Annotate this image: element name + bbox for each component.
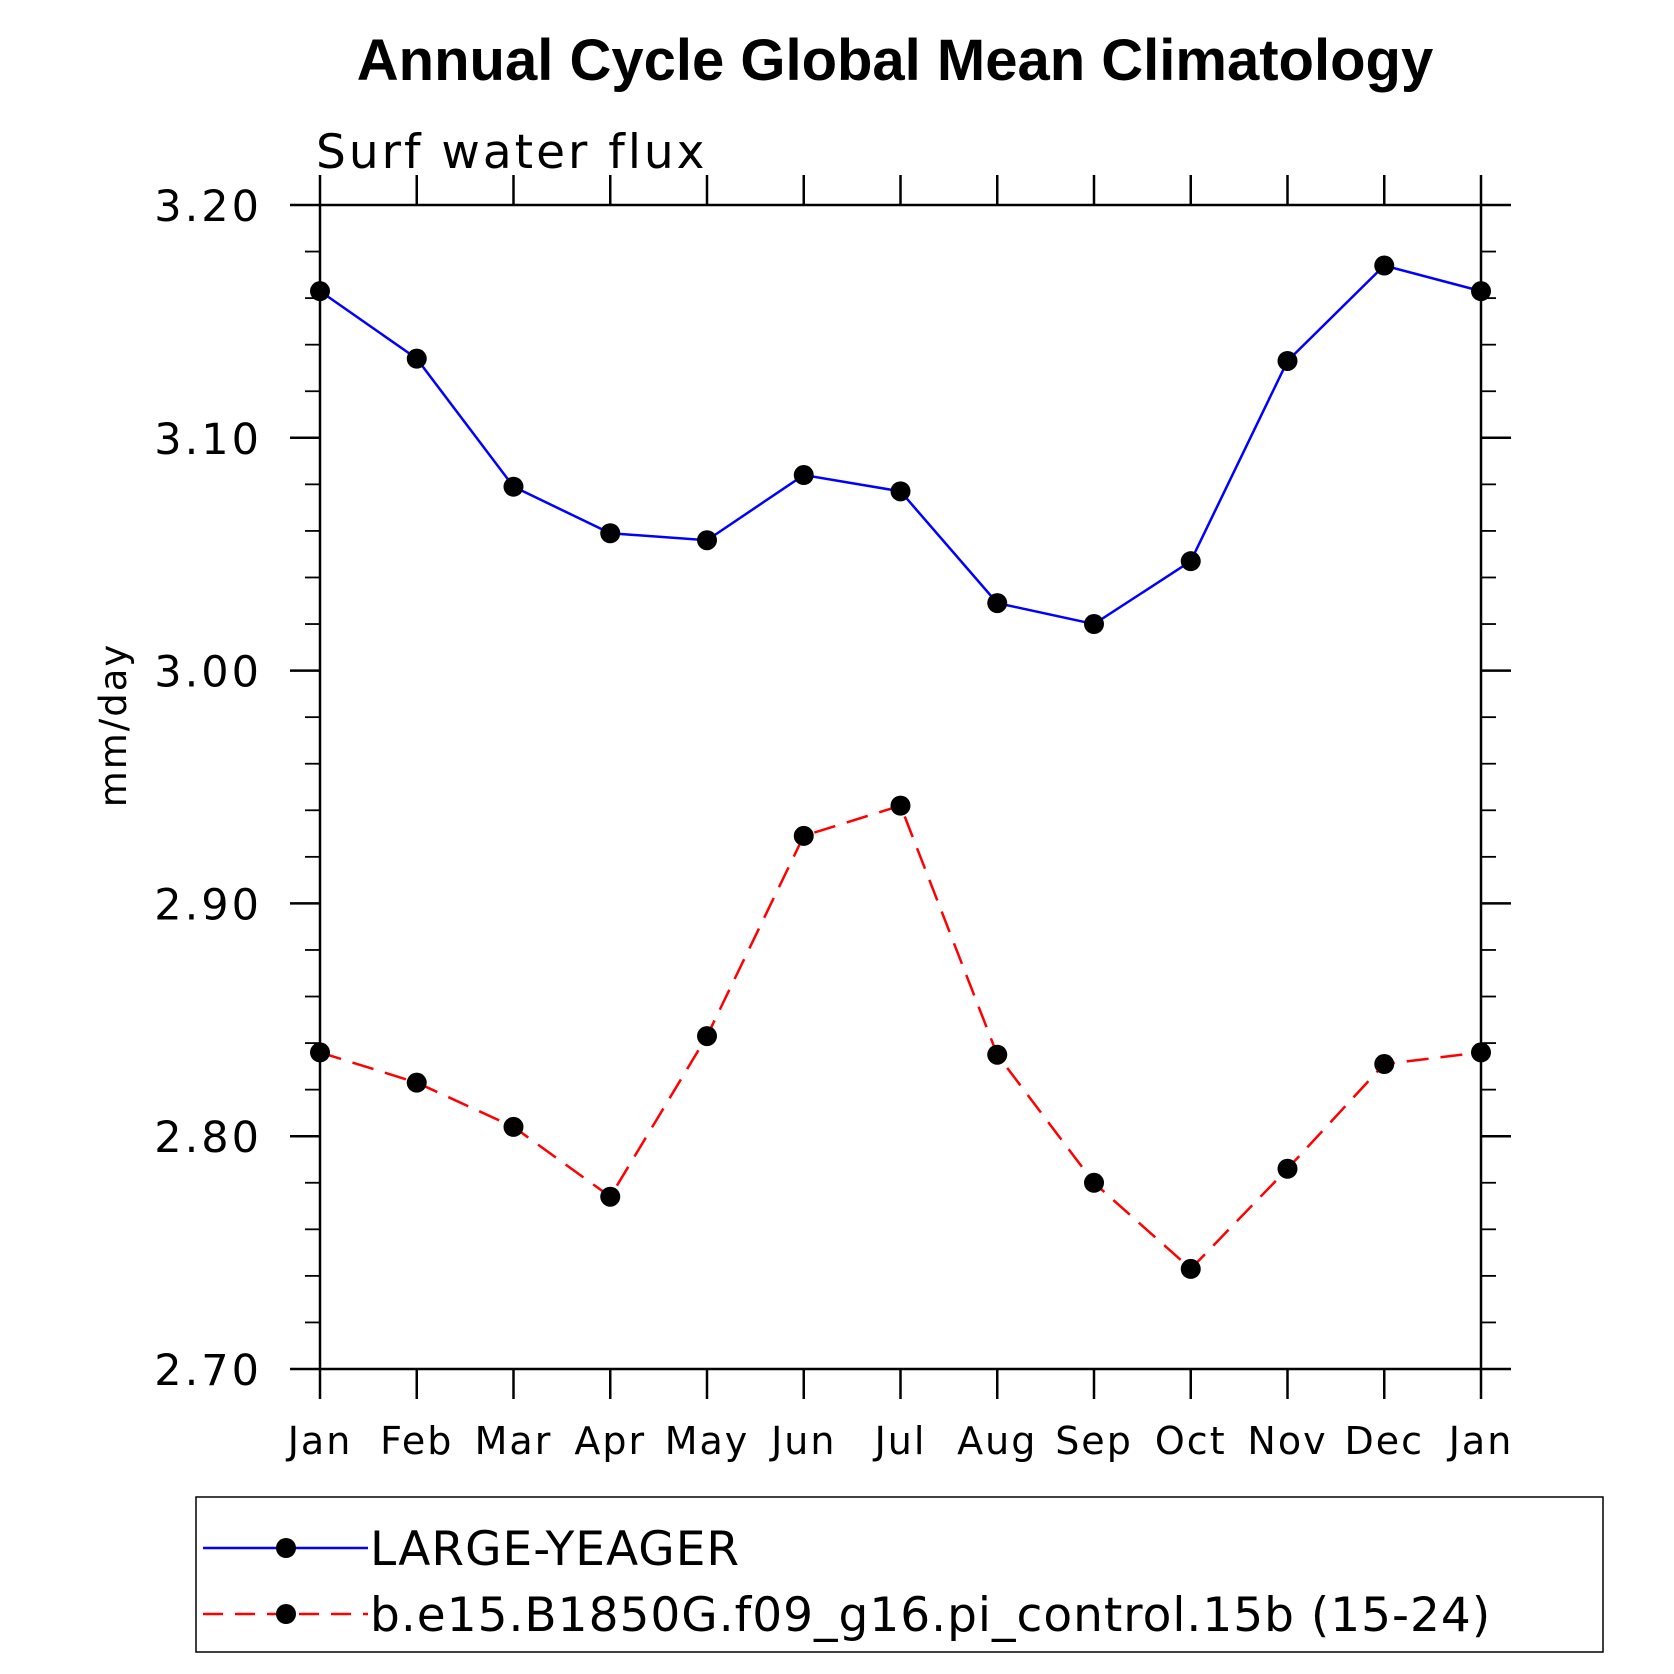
data-point (310, 1042, 330, 1063)
data-point (1374, 255, 1395, 276)
data-point (987, 1044, 1008, 1065)
y-tick-label: 3.00 (154, 648, 262, 698)
data-point (1084, 1172, 1104, 1193)
data-point (793, 825, 814, 846)
x-tick-label: Feb (380, 1419, 453, 1463)
legend-label: LARGE-YEAGER (370, 1522, 740, 1577)
series-1 (310, 255, 1491, 635)
legend-marker (276, 1604, 296, 1624)
data-point (1277, 350, 1298, 371)
data-point (1471, 1042, 1491, 1063)
x-tick-label: Aug (957, 1419, 1037, 1463)
series-line (319, 804, 1482, 1271)
data-point (793, 465, 814, 486)
legend-marker (276, 1538, 296, 1558)
x-tick-label: Jun (769, 1419, 836, 1463)
x-tick-label: Sep (1055, 1419, 1133, 1463)
x-tick-label: Mar (475, 1419, 553, 1463)
x-tick-label: Jan (1447, 1419, 1514, 1463)
chart-title: Annual Cycle Global Mean Climatology (357, 28, 1433, 93)
data-point (890, 481, 911, 502)
legend-item-2: b.e15.B1850G.f09_g16.pi_control.15b (15-… (203, 1588, 1491, 1643)
data-point (1374, 1054, 1395, 1075)
data-point (1180, 1258, 1201, 1279)
data-point (600, 523, 621, 544)
data-point (503, 1116, 524, 1137)
y-axis: 2.70 2.80 2.90 3.00 3.10 3.20 (154, 182, 1511, 1396)
y-tick-label: 3.20 (154, 182, 262, 232)
minor-ticks (305, 250, 1496, 1324)
data-point (406, 1072, 427, 1093)
data-point (987, 593, 1008, 614)
data-point (1277, 1158, 1298, 1179)
x-tick-label: Oct (1155, 1419, 1227, 1463)
data-point (600, 1186, 621, 1207)
data-point (1084, 614, 1104, 635)
data-point (310, 281, 330, 302)
x-tick-label: Jan (286, 1419, 353, 1463)
series-2 (310, 795, 1491, 1279)
y-tick-label: 2.80 (154, 1113, 262, 1163)
data-point (697, 530, 717, 551)
legend: LARGE-YEAGER b.e15.B1850G.f09_g16.pi_cont… (195, 1496, 1604, 1653)
data-point (406, 348, 427, 369)
legend-label: b.e15.B1850G.f09_g16.pi_control.15b (15-… (370, 1588, 1491, 1643)
x-axis: Jan Feb Mar Apr May Jun Jul Aug Sep Oct Nov Dec Jan (286, 175, 1514, 1463)
x-tick-label: Jul (873, 1419, 927, 1463)
plot-frame (318, 203, 1483, 1371)
data-point (503, 476, 524, 497)
y-tick-label: 2.70 (154, 1346, 262, 1396)
series-layer (310, 255, 1491, 1279)
data-point (697, 1026, 717, 1047)
x-tick-label: Nov (1247, 1419, 1327, 1463)
data-point (890, 795, 911, 816)
series-line (319, 264, 1482, 626)
x-tick-label: May (665, 1419, 750, 1463)
plot-border (318, 203, 1483, 1371)
data-point (1471, 281, 1491, 302)
legend-item-1: LARGE-YEAGER (203, 1522, 740, 1577)
data-point (1180, 551, 1201, 572)
y-tick-label: 2.90 (154, 880, 262, 930)
y-axis-label: mm/day (92, 643, 135, 808)
x-tick-label: Apr (574, 1419, 646, 1463)
chart-subtitle: Surf water flux (316, 125, 708, 180)
x-tick-label: Dec (1344, 1419, 1424, 1463)
y-tick-label: 3.10 (154, 415, 262, 465)
legend-box (195, 1496, 1604, 1653)
